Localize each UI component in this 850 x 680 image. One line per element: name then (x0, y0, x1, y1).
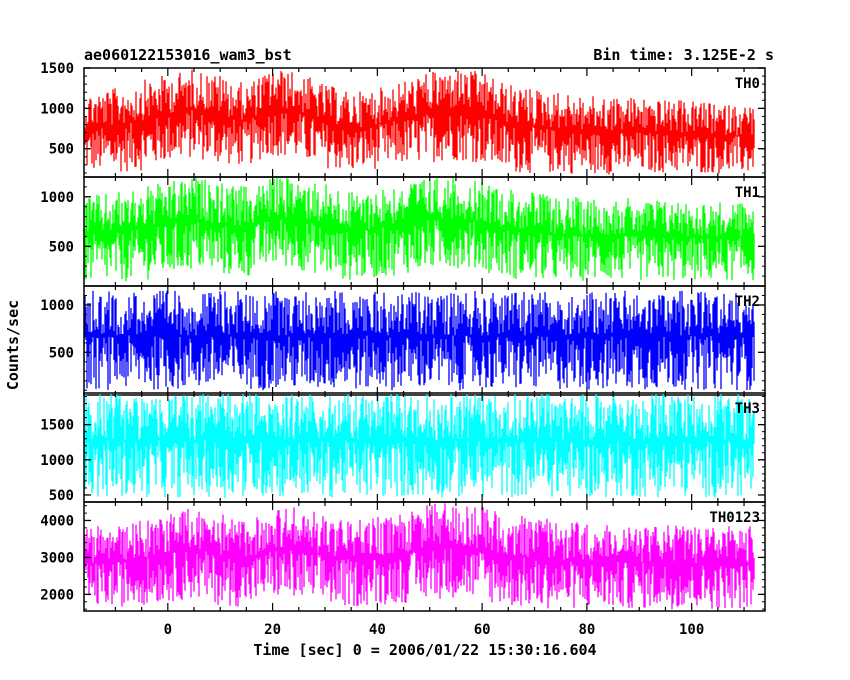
y-tick-label: 500 (49, 488, 74, 504)
x-tick-label: 0 (164, 622, 172, 638)
y-tick-label: 1000 (40, 453, 74, 469)
y-tick-label: 1500 (40, 418, 74, 434)
series-line-th2 (84, 290, 755, 391)
panel-frame (83, 285, 766, 396)
panel-th1: 500 1000 TH1 (40, 176, 766, 287)
x-axis: 0 20 40 60 80 100 (164, 622, 705, 638)
y-axis-label: Counts/sec (4, 300, 22, 390)
y-tick-label: 1500 (40, 61, 74, 77)
series-line-th1 (84, 177, 755, 282)
series-line-th3 (84, 393, 755, 498)
y-tick-label: 3000 (40, 550, 74, 566)
panel-th0: 500 1000 1500 TH0 (40, 61, 766, 178)
x-tick-label: 40 (369, 622, 386, 638)
y-tick-label: 1000 (40, 101, 74, 117)
panels-group: 500 1000 1500 TH0 500 1000 TH1 500 1000 TH2 500 100… (40, 61, 766, 612)
x-tick-label: 60 (474, 622, 491, 638)
panel-th3: 500 1000 1500 TH3 (40, 392, 766, 504)
bin-time-label: Bin time: 3.125E-2 s (593, 46, 774, 64)
series-label-th0: TH0 (735, 76, 760, 92)
series-label-th1: TH1 (735, 185, 760, 201)
y-tick-label: 2000 (40, 587, 74, 603)
panel-th2: 500 1000 TH2 (40, 285, 766, 396)
panel-frame (83, 501, 766, 612)
x-tick-label: 80 (578, 622, 595, 638)
chart-title: ae060122153016_wam3_bst (84, 46, 292, 64)
series-label-th3: TH3 (735, 401, 760, 417)
y-tick-label: 500 (49, 239, 74, 255)
series-line-th0 (84, 69, 755, 175)
series-line-th0123 (84, 503, 755, 610)
x-tick-label: 100 (679, 622, 704, 638)
y-tick-label: 1000 (40, 298, 74, 314)
y-tick-label: 4000 (40, 513, 74, 529)
x-axis-label: Time [sec] 0 = 2006/01/22 15:30:16.604 (253, 641, 596, 659)
series-label-th0123: TH0123 (709, 510, 760, 526)
x-tick-label: 20 (264, 622, 281, 638)
series-label-th2: TH2 (735, 294, 760, 310)
panel-th0123: 2000 3000 4000 TH0123 (40, 501, 766, 612)
y-tick-label: 500 (49, 142, 74, 158)
y-tick-label: 500 (49, 345, 74, 361)
y-tick-label: 1000 (40, 190, 74, 206)
